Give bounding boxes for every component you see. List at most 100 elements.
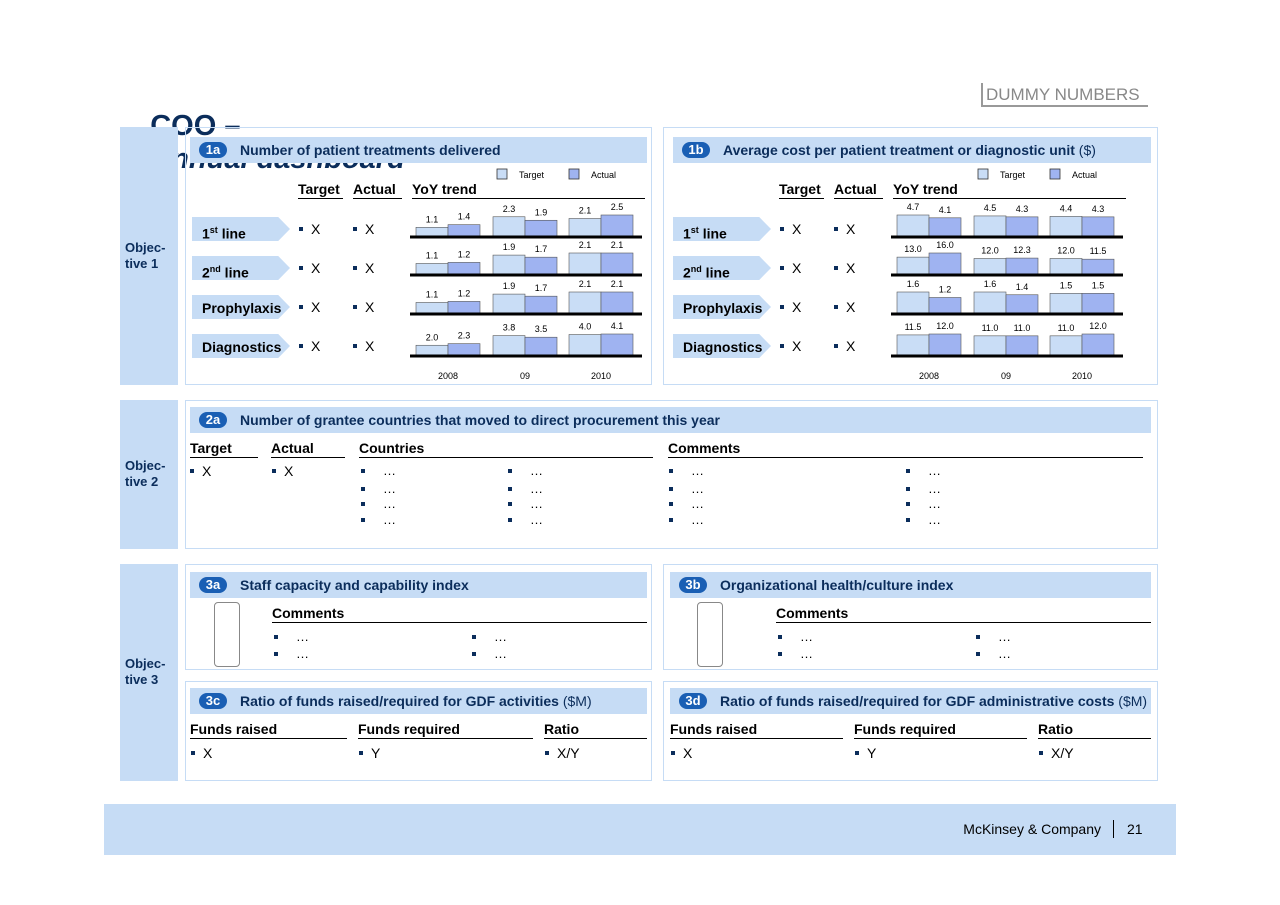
value-label: 16.0 <box>936 240 954 250</box>
bullet <box>1039 751 1043 755</box>
value-label: 13.0 <box>904 244 922 254</box>
actual-value: X <box>846 220 856 237</box>
panel-title-text: Staff capacity and capability index <box>240 576 469 593</box>
value-label: 1.7 <box>535 244 548 254</box>
bar <box>600 252 634 276</box>
value-label: 1.5 <box>1092 280 1105 290</box>
year-label: 2010 <box>1072 371 1092 381</box>
panel-header <box>190 407 1151 433</box>
objective-label: tive 3 <box>125 671 159 687</box>
row-label-rest: line <box>698 225 727 242</box>
row-label-rest: line <box>220 264 249 281</box>
bar <box>492 216 526 238</box>
bullet <box>976 635 980 639</box>
row-label-main: 2 <box>202 264 210 281</box>
column-header: Ratio <box>544 720 647 740</box>
badge: 1a <box>199 142 227 158</box>
column-header: Target <box>190 439 258 459</box>
bullet <box>545 751 549 755</box>
panel-title: Ratio of funds raised/required for GDF a… <box>720 692 1147 710</box>
column-header: Countries <box>359 439 653 459</box>
bullet <box>671 751 675 755</box>
objective-label: Objec- <box>125 655 166 671</box>
actual-value: X <box>365 259 375 276</box>
row-label-main: 1 <box>202 225 210 242</box>
comment-item: … <box>691 495 704 511</box>
bar <box>928 297 962 315</box>
bar <box>1081 293 1115 315</box>
panel-header <box>670 688 1151 714</box>
bullet <box>472 635 476 639</box>
bullet <box>299 305 303 309</box>
bar <box>928 333 962 357</box>
countrie-item: … <box>530 495 543 511</box>
bullet <box>834 266 838 270</box>
column-header: Target <box>779 180 824 200</box>
bar <box>896 256 930 276</box>
value-label: 1.2 <box>458 249 471 259</box>
bullet <box>508 518 512 522</box>
row-chevron <box>192 217 290 241</box>
row-label-sup: nd <box>209 263 221 274</box>
year-label: 09 <box>1001 371 1011 381</box>
bullet <box>976 652 980 656</box>
bullet <box>906 487 910 491</box>
comment-item: … <box>928 462 941 478</box>
column-header: Actual <box>271 439 345 459</box>
footer-band <box>104 804 1176 855</box>
bullet <box>359 751 363 755</box>
panel-title: Average cost per patient treatment or di… <box>723 141 1096 159</box>
value-label: 4.1 <box>939 205 952 215</box>
row-chevron <box>192 256 290 280</box>
comment-item: … <box>691 462 704 478</box>
row-label-main: 2 <box>683 264 691 281</box>
value-label: 1.2 <box>939 285 952 295</box>
bar <box>447 343 481 357</box>
target-value: X <box>792 220 802 237</box>
panel-header <box>190 572 647 598</box>
bar <box>896 334 930 357</box>
bar <box>524 336 558 357</box>
panel-title-unit: ($M) <box>1114 692 1148 709</box>
row-chevron <box>192 334 290 358</box>
comment-item: … <box>296 628 309 644</box>
value-label: 11.0 <box>1014 323 1031 333</box>
objective-band <box>120 127 178 385</box>
bullet <box>361 518 365 522</box>
comment-item: … <box>296 645 309 661</box>
value-label: 1.5 <box>1060 280 1073 290</box>
footer-company: McKinsey & Company <box>963 821 1101 837</box>
comment-item: … <box>928 511 941 527</box>
row-chevron <box>673 217 771 241</box>
column-header: Comments <box>668 439 1143 459</box>
objective-label: Objec- <box>125 239 166 255</box>
page-number: 21 <box>1127 821 1143 837</box>
bar <box>896 291 930 315</box>
panel-frame <box>663 564 1158 670</box>
bullet <box>508 502 512 506</box>
bar <box>492 254 526 276</box>
bullet <box>472 652 476 656</box>
bar <box>973 215 1007 238</box>
value-label: 12.3 <box>1013 245 1031 255</box>
fund-value: X/Y <box>1051 744 1074 761</box>
panel-title-unit: ($M) <box>558 692 592 709</box>
value-label: 2.1 <box>579 206 592 216</box>
value-label: 1.1 <box>426 214 439 224</box>
row-label-sup: st <box>209 224 218 235</box>
bar <box>600 291 634 315</box>
footer-divider <box>1113 820 1114 838</box>
bar <box>1049 335 1083 357</box>
badge-label: 3a <box>205 577 221 592</box>
value-label: 12.0 <box>1057 246 1075 256</box>
bar <box>568 334 602 357</box>
bar <box>415 344 449 357</box>
comment-item: … <box>691 480 704 496</box>
actual-value: X <box>365 337 375 354</box>
bar <box>524 256 558 276</box>
bullet <box>780 305 784 309</box>
bullet <box>508 487 512 491</box>
row-label: 2nd line <box>683 260 730 282</box>
column-header: YoY trend <box>893 180 1126 200</box>
